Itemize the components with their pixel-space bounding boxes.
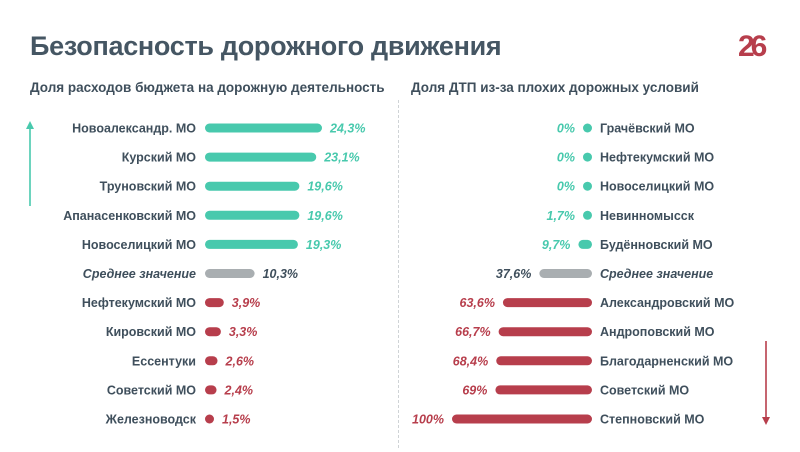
bar-label: Степновский МО bbox=[600, 413, 705, 427]
bar-value-label: 0% bbox=[557, 151, 575, 165]
left-chart-row: Среднее значение 10,3% bbox=[83, 267, 298, 281]
right-chart-row: Андроповский МО 66,7% bbox=[455, 325, 715, 339]
bar bbox=[205, 269, 255, 278]
bar-label: Новоалександр. МО bbox=[72, 122, 196, 136]
right-chart-row: Грачёвский МО 0% bbox=[557, 122, 695, 136]
right-chart-row: Советский МО 69% bbox=[462, 383, 689, 397]
bar-value-label: 68,4% bbox=[453, 354, 488, 368]
bar bbox=[205, 414, 214, 424]
bar-value-label: 24,3% bbox=[329, 122, 365, 136]
right-chart-row: Будённовский МО 9,7% bbox=[542, 238, 713, 252]
bar-label: Курский МО bbox=[122, 151, 197, 165]
bar-value-label: 3,3% bbox=[229, 325, 258, 339]
bar-value-label: 9,7% bbox=[542, 238, 571, 252]
bar-label: Андроповский МО bbox=[600, 325, 715, 339]
bar bbox=[205, 210, 300, 220]
bar-label: Нефтекумский МО bbox=[600, 151, 714, 165]
bar-label: Новоселицкий МО bbox=[600, 180, 714, 194]
bar-label: Благодарненский МО bbox=[600, 354, 733, 368]
bar bbox=[205, 298, 224, 308]
bar-label: Новоселицкий МО bbox=[82, 238, 196, 252]
bar bbox=[205, 152, 317, 162]
right-chart-title: Доля ДТП из-за плохих дорожных условий bbox=[411, 80, 699, 95]
bar bbox=[496, 356, 592, 366]
bar-value-label: 66,7% bbox=[455, 325, 490, 339]
bar-label: Грачёвский МО bbox=[600, 122, 695, 136]
bar-label: Советский МО bbox=[107, 383, 196, 397]
left-chart-row: Новоселицкий МО 19,3% bbox=[82, 238, 341, 252]
bar bbox=[578, 239, 592, 249]
bar-label: Советский МО bbox=[600, 383, 689, 397]
bar bbox=[205, 123, 322, 133]
down-arrow-icon bbox=[762, 341, 770, 425]
bar bbox=[583, 210, 592, 220]
bar-label: Кировский МО bbox=[106, 325, 196, 339]
left-chart-row: Новоалександр. МО 24,3% bbox=[72, 122, 365, 136]
bar-value-label: 2,6% bbox=[225, 354, 255, 368]
bar-label: Будённовский МО bbox=[600, 238, 713, 252]
bar-value-label: 69% bbox=[462, 383, 487, 397]
bar bbox=[498, 327, 592, 337]
bar bbox=[205, 327, 221, 337]
bar bbox=[539, 269, 592, 278]
bar-label: Апанасенковский МО bbox=[63, 209, 196, 223]
bar-value-label: 19,6% bbox=[307, 180, 342, 194]
panel-divider bbox=[398, 100, 399, 448]
bar bbox=[205, 239, 298, 249]
left-chart-row: Апанасенковский МО 19,6% bbox=[63, 209, 343, 223]
bar-value-label: 2,4% bbox=[224, 383, 254, 397]
bar bbox=[205, 181, 300, 191]
logo-26-icon: 26 bbox=[738, 30, 771, 62]
bar-value-label: 63,6% bbox=[460, 296, 495, 310]
bar-label: Невинномысск bbox=[600, 209, 695, 223]
right-chart-row: Нефтекумский МО 0% bbox=[557, 151, 714, 165]
bar-label: Среднее значение bbox=[83, 267, 196, 281]
bar bbox=[452, 414, 592, 424]
bar-value-label: 23,1% bbox=[323, 151, 359, 165]
right-chart-row: Степновский МО 100% bbox=[412, 413, 705, 427]
bar bbox=[205, 385, 217, 395]
right-chart-row: Невинномысск 1,7% bbox=[547, 209, 695, 223]
bar bbox=[502, 298, 592, 308]
bar-value-label: 100% bbox=[412, 413, 444, 427]
right-chart-row: Среднее значение 37,6% bbox=[496, 267, 713, 281]
left-chart-row: Советский МО 2,4% bbox=[107, 383, 253, 397]
bar-value-label: 37,6% bbox=[496, 267, 531, 281]
bar-value-label: 19,6% bbox=[307, 209, 342, 223]
bar-value-label: 3,9% bbox=[232, 296, 261, 310]
left-chart-row: Нефтекумский МО 3,9% bbox=[82, 296, 260, 310]
right-chart-row: Новоселицкий МО 0% bbox=[557, 180, 714, 194]
bar-label: Железноводск bbox=[105, 413, 197, 427]
right-bar-chart: Грачёвский МО0%Нефтекумский МО0%Новосели… bbox=[412, 122, 770, 427]
left-chart-title: Доля расходов бюджета на дорожную деятел… bbox=[30, 80, 385, 95]
bar-value-label: 1,5% bbox=[222, 413, 251, 427]
left-bar-chart: Новоалександр. МО 24,3% Курский МО 23,1% Тру… bbox=[26, 121, 365, 427]
left-chart-row: Труновский МО 19,6% bbox=[100, 180, 343, 194]
bar bbox=[583, 181, 592, 191]
bar-label: Александровский МО bbox=[600, 296, 734, 310]
left-chart-row: Железноводск 1,5% bbox=[105, 413, 251, 427]
bar bbox=[583, 152, 592, 162]
up-arrow-icon bbox=[26, 121, 34, 206]
bar bbox=[495, 385, 592, 395]
left-chart-row: Ессентуки 2,6% bbox=[132, 354, 254, 368]
bar-value-label: 1,7% bbox=[547, 209, 576, 223]
bar-value-label: 10,3% bbox=[263, 267, 298, 281]
right-chart-row: Александровский МО 63,6% bbox=[460, 296, 735, 310]
right-chart-row: Благодарненский МО 68,4% bbox=[453, 354, 734, 368]
page-title: Безопасность дорожного движения bbox=[30, 31, 502, 61]
bar bbox=[583, 123, 592, 133]
bar bbox=[205, 356, 218, 366]
bar-value-label: 0% bbox=[557, 180, 575, 194]
bar-label: Нефтекумский МО bbox=[82, 296, 196, 310]
left-chart-row: Кировский МО 3,3% bbox=[106, 325, 258, 339]
bar-label: Ессентуки bbox=[132, 354, 196, 368]
bar-value-label: 0% bbox=[557, 122, 575, 136]
left-chart-row: Курский МО 23,1% bbox=[122, 151, 360, 165]
bar-label: Труновский МО bbox=[100, 180, 197, 194]
bar-value-label: 19,3% bbox=[306, 238, 341, 252]
bar-label: Среднее значение bbox=[600, 267, 713, 281]
